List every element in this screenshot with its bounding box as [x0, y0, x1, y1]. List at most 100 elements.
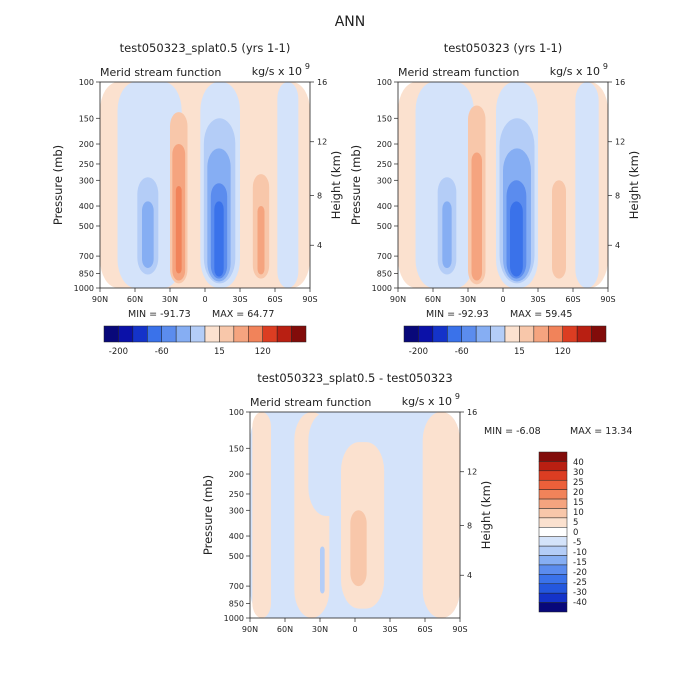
max-value: MAX = 13.34	[570, 426, 632, 437]
units-label: kg/s x 10	[402, 395, 452, 408]
max-value: MAX = 64.77	[212, 309, 274, 320]
y-tick-label: 500	[229, 552, 244, 561]
colorbar-box	[576, 325, 592, 343]
colorbar-label: -10	[573, 548, 587, 558]
x-tick-label: 90S	[302, 295, 317, 304]
y2-axis-label: Height (km)	[627, 151, 641, 220]
x-tick-label: 0	[352, 625, 357, 634]
colorbar-label: -60	[455, 347, 469, 357]
colorbar-label: -25	[573, 578, 587, 588]
contour-cell	[422, 412, 460, 618]
colorbar-label: -20	[573, 568, 587, 578]
y-axis-label: Pressure (mb)	[349, 145, 363, 225]
colorbar-box	[147, 325, 162, 343]
y-tick-label: 850	[377, 269, 392, 278]
max-value: MAX = 59.45	[510, 309, 572, 320]
y-tick-label: 250	[377, 160, 392, 169]
units-label: kg/s x 10	[252, 65, 302, 78]
y-tick-label: 300	[377, 176, 392, 185]
x-tick-label: 30N	[312, 625, 328, 634]
y-tick-label: 100	[229, 408, 244, 417]
y2-tick-label: 16	[615, 78, 625, 87]
contour-cell	[510, 201, 523, 277]
contour-cell	[175, 186, 182, 274]
colorbar-box	[432, 325, 448, 343]
x-tick-label: 30S	[232, 295, 247, 304]
x-tick-label: 0	[202, 295, 207, 304]
colorbar-box	[461, 325, 477, 343]
colorbar-box	[538, 498, 568, 509]
units-exponent: 9	[603, 62, 608, 71]
x-tick-label: 60S	[267, 295, 282, 304]
contour-cell	[320, 546, 325, 594]
y2-tick-label: 12	[467, 468, 477, 477]
contour-cell	[214, 201, 224, 277]
y-tick-label: 150	[79, 114, 94, 123]
y-tick-label: 1000	[224, 614, 244, 623]
y-tick-label: 700	[229, 582, 244, 591]
colorbar-label: 5	[573, 518, 578, 528]
x-tick-label: 90N	[92, 295, 108, 304]
x-tick-label: 90N	[390, 295, 406, 304]
y-tick-label: 700	[377, 252, 392, 261]
panel-title: test050323_splat0.5 - test050323	[257, 371, 453, 385]
colorbar-label: 15	[514, 347, 525, 357]
y-axis-label: Pressure (mb)	[201, 475, 215, 555]
contour-field	[398, 82, 608, 288]
colorbar-box	[190, 325, 206, 343]
y-tick-label: 700	[79, 252, 94, 261]
contour-field	[250, 412, 460, 618]
colorbar-label: -15	[573, 558, 587, 568]
y2-tick-label: 8	[317, 191, 322, 200]
y-tick-label: 100	[79, 78, 94, 87]
colorbar-label: -5	[573, 538, 581, 548]
y-tick-label: 150	[377, 114, 392, 123]
x-tick-label: 90S	[452, 625, 467, 634]
colorbar-box	[262, 325, 278, 343]
colorbar-box	[533, 325, 549, 343]
y-tick-label: 200	[79, 140, 94, 149]
contour-cell	[277, 82, 299, 288]
colorbar-box	[403, 325, 419, 343]
colorbar-box	[475, 325, 491, 343]
colorbar-box	[276, 325, 292, 343]
contour-cell	[442, 201, 452, 269]
colorbar-box	[538, 489, 568, 500]
colorbar-box	[538, 602, 568, 613]
colorbar-box	[233, 325, 249, 343]
colorbar-box	[175, 325, 191, 343]
colorbar-label: 10	[573, 508, 584, 518]
colorbar-box	[538, 545, 568, 556]
contour-cell	[471, 152, 482, 281]
y-tick-label: 250	[79, 160, 94, 169]
colorbar-box	[538, 536, 568, 547]
y-tick-label: 850	[229, 599, 244, 608]
y-tick-label: 250	[229, 490, 244, 499]
y-tick-label: 400	[79, 202, 94, 211]
panel-subtitle: Merid stream function	[100, 66, 221, 79]
y-tick-label: 400	[229, 532, 244, 541]
min-value: MIN = -91.73	[128, 309, 191, 320]
y-axis-label: Pressure (mb)	[51, 145, 65, 225]
x-tick-label: 60N	[425, 295, 441, 304]
colorbar-label: 15	[214, 347, 225, 357]
y-tick-label: 1000	[372, 284, 392, 293]
y2-axis-label: Height (km)	[479, 481, 493, 550]
x-tick-label: 60N	[127, 295, 143, 304]
contour-cell	[552, 180, 566, 279]
y-tick-label: 200	[377, 140, 392, 149]
y2-tick-label: 4	[467, 571, 472, 580]
y2-tick-label: 8	[467, 521, 472, 530]
colorbar-label: -40	[573, 598, 587, 608]
panel-title: test050323_splat0.5 (yrs 1-1)	[120, 41, 291, 55]
colorbar-box	[538, 574, 568, 585]
colorbar-box	[490, 325, 506, 343]
y2-tick-label: 4	[317, 241, 322, 250]
y-tick-label: 300	[229, 506, 244, 515]
colorbar-label: 15	[573, 498, 584, 508]
panel-2: test050323 (yrs 1-1) Merid stream functio…	[349, 41, 641, 357]
y2-tick-label: 12	[317, 138, 327, 147]
colorbar-box	[538, 592, 568, 603]
contour-cell	[350, 510, 367, 587]
